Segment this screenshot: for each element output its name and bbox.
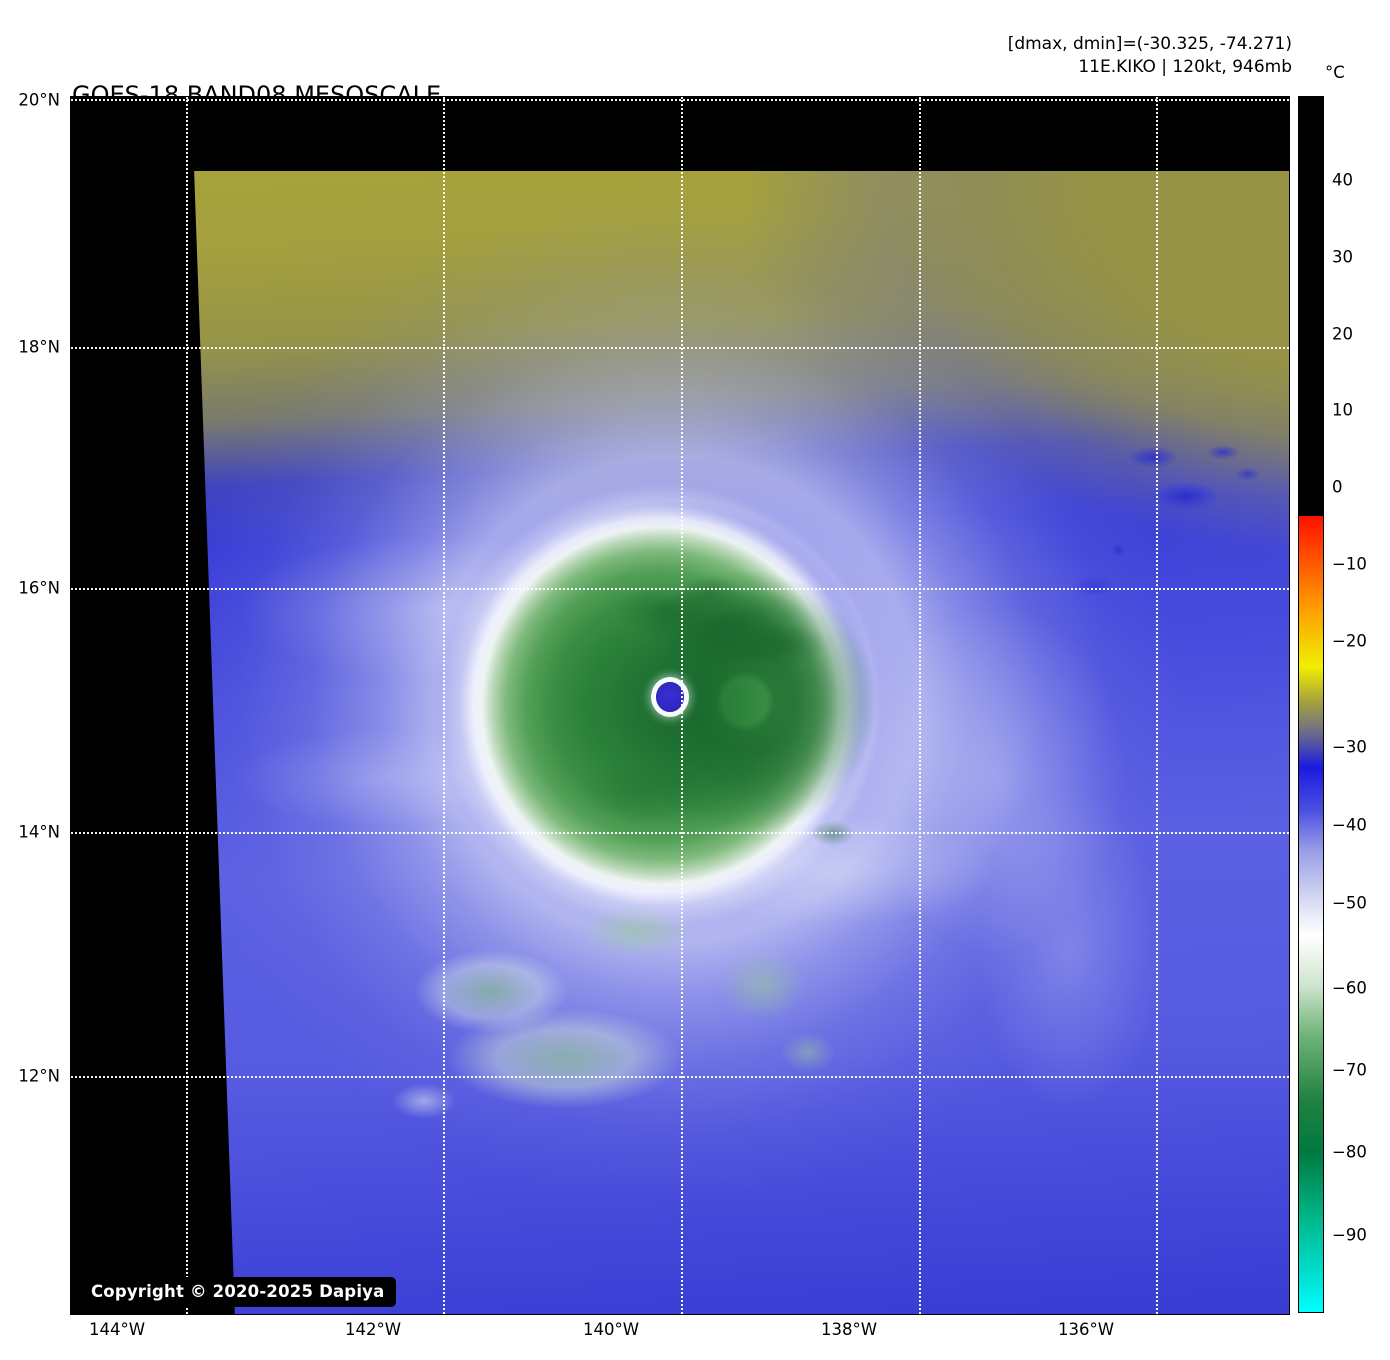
gridline-lon-144w xyxy=(186,97,188,1314)
colorbar-tick-neg50: −50 xyxy=(1332,893,1367,913)
colorbar-tick-40: 40 xyxy=(1332,170,1353,190)
ytick-label-20n: 20°N xyxy=(18,90,60,110)
colorbar-tick-10: 10 xyxy=(1332,400,1353,420)
colorbar-unit-label: °C xyxy=(1325,63,1345,82)
storm-info-label: 11E.KIKO | 120kt, 946mb xyxy=(1078,57,1292,77)
colorbar xyxy=(1298,96,1324,1313)
colorbar-gradient xyxy=(1299,97,1323,1312)
hurricane-eye xyxy=(656,681,685,712)
data-range-label: [dmax, dmin]=(-30.325, -74.271) xyxy=(1007,34,1292,54)
no-data-top-band xyxy=(71,97,1289,171)
xtick-label-142w: 142°W xyxy=(344,1320,402,1339)
colorbar-tick-neg10: −10 xyxy=(1332,554,1367,574)
gridline-lat-16n xyxy=(71,588,1289,590)
gridline-lat-20n xyxy=(71,99,1289,101)
colorbar-tick-30: 30 xyxy=(1332,247,1353,267)
gridline-lat-18n xyxy=(71,347,1289,349)
colorbar-tick-20: 20 xyxy=(1332,324,1353,344)
ytick-label-16n: 16°N xyxy=(18,578,60,598)
satellite-raster: Copyright © 2020-2025 Dapiya xyxy=(71,97,1289,1314)
gridline-lon-140w xyxy=(681,97,683,1314)
gridline-lon-138w xyxy=(919,97,921,1314)
colorbar-tick-neg90: −90 xyxy=(1332,1225,1367,1245)
gridline-lat-12n xyxy=(71,1076,1289,1078)
colorbar-tick-0: 0 xyxy=(1332,477,1343,497)
colorbar-tick-neg30: −30 xyxy=(1332,737,1367,757)
colorbar-tick-neg70: −70 xyxy=(1332,1060,1367,1080)
colorbar-tick-neg60: −60 xyxy=(1332,978,1367,998)
ytick-label-18n: 18°N xyxy=(18,337,60,357)
ytick-label-14n: 14°N xyxy=(18,822,60,842)
xtick-label-138w: 138°W xyxy=(820,1320,878,1339)
xtick-label-144w: 144°W xyxy=(88,1320,146,1339)
metadata-block: [dmax, dmin]=(-30.325, -74.271) 11E.KIKO… xyxy=(1008,33,1292,79)
copyright-notice: Copyright © 2020-2025 Dapiya xyxy=(79,1277,397,1307)
xtick-label-140w: 140°W xyxy=(582,1320,640,1339)
ytick-label-12n: 12°N xyxy=(18,1066,60,1086)
xtick-label-136w: 136°W xyxy=(1057,1320,1115,1339)
satellite-image-plot: Copyright © 2020-2025 Dapiya xyxy=(70,96,1290,1315)
gridline-lon-142w xyxy=(443,97,445,1314)
gridline-lon-136w xyxy=(1156,97,1158,1314)
gridline-lat-14n xyxy=(71,832,1289,834)
colorbar-tick-neg80: −80 xyxy=(1332,1142,1367,1162)
colorbar-tick-neg20: −20 xyxy=(1332,631,1367,651)
colorbar-tick-neg40: −40 xyxy=(1332,815,1367,835)
